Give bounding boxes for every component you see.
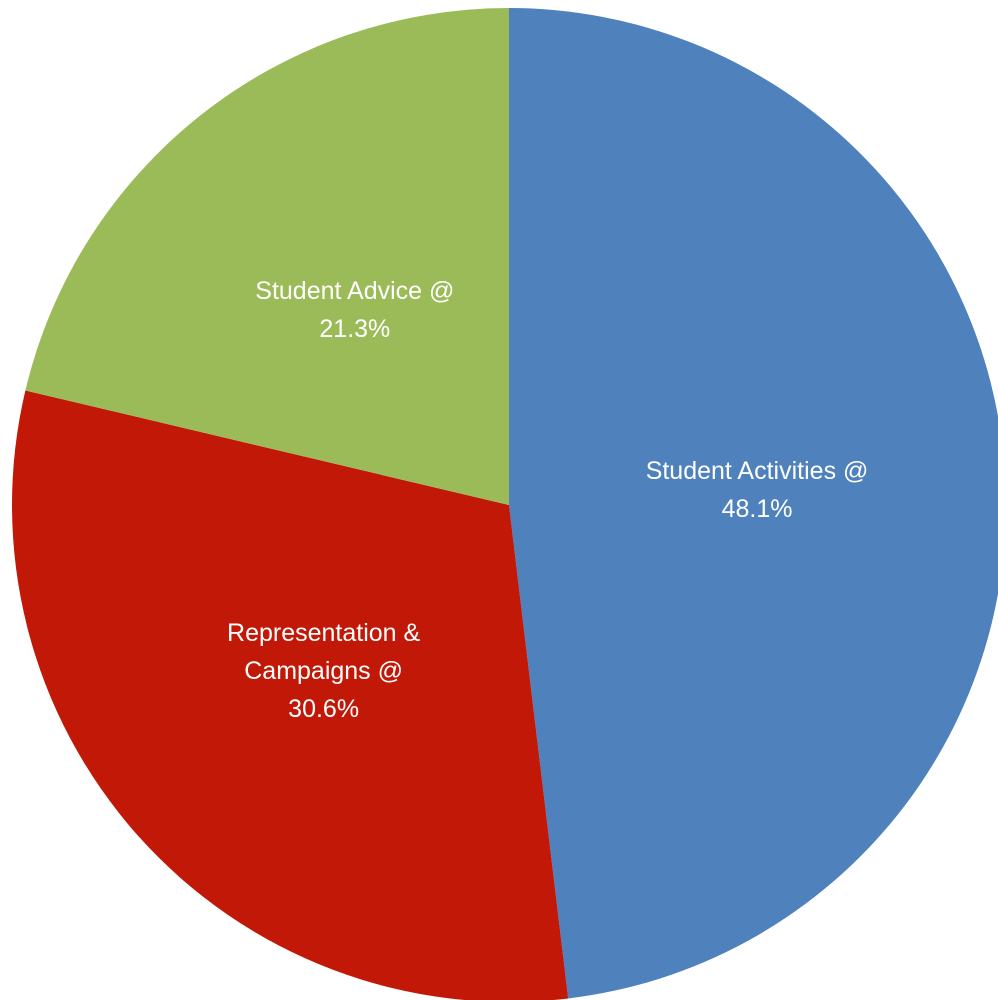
value-label: 48.1% — [721, 495, 793, 524]
label-box: Student Advice @ 21.3% — [220, 240, 490, 380]
pie-slice — [25, 8, 509, 505]
category-label: Student Advice @ — [255, 277, 455, 306]
value-label: 30.6% — [288, 694, 360, 723]
category-label: Representation & Campaigns @ — [227, 618, 421, 685]
value-label: 21.3% — [319, 315, 391, 344]
label-box: Student Activities @ 48.1% — [622, 420, 892, 560]
category-label: Student Activities @ — [645, 457, 869, 486]
pie-slice — [509, 8, 998, 999]
slice-label: Student Activities @ 48.1% — [622, 420, 892, 560]
pie-slice — [12, 390, 569, 1000]
slice-label: Student Advice @ 21.3% — [220, 240, 490, 380]
label-box: Representation & Campaigns @ 30.6% — [189, 601, 459, 741]
slice-label: Representation & Campaigns @ 30.6% — [189, 601, 459, 741]
